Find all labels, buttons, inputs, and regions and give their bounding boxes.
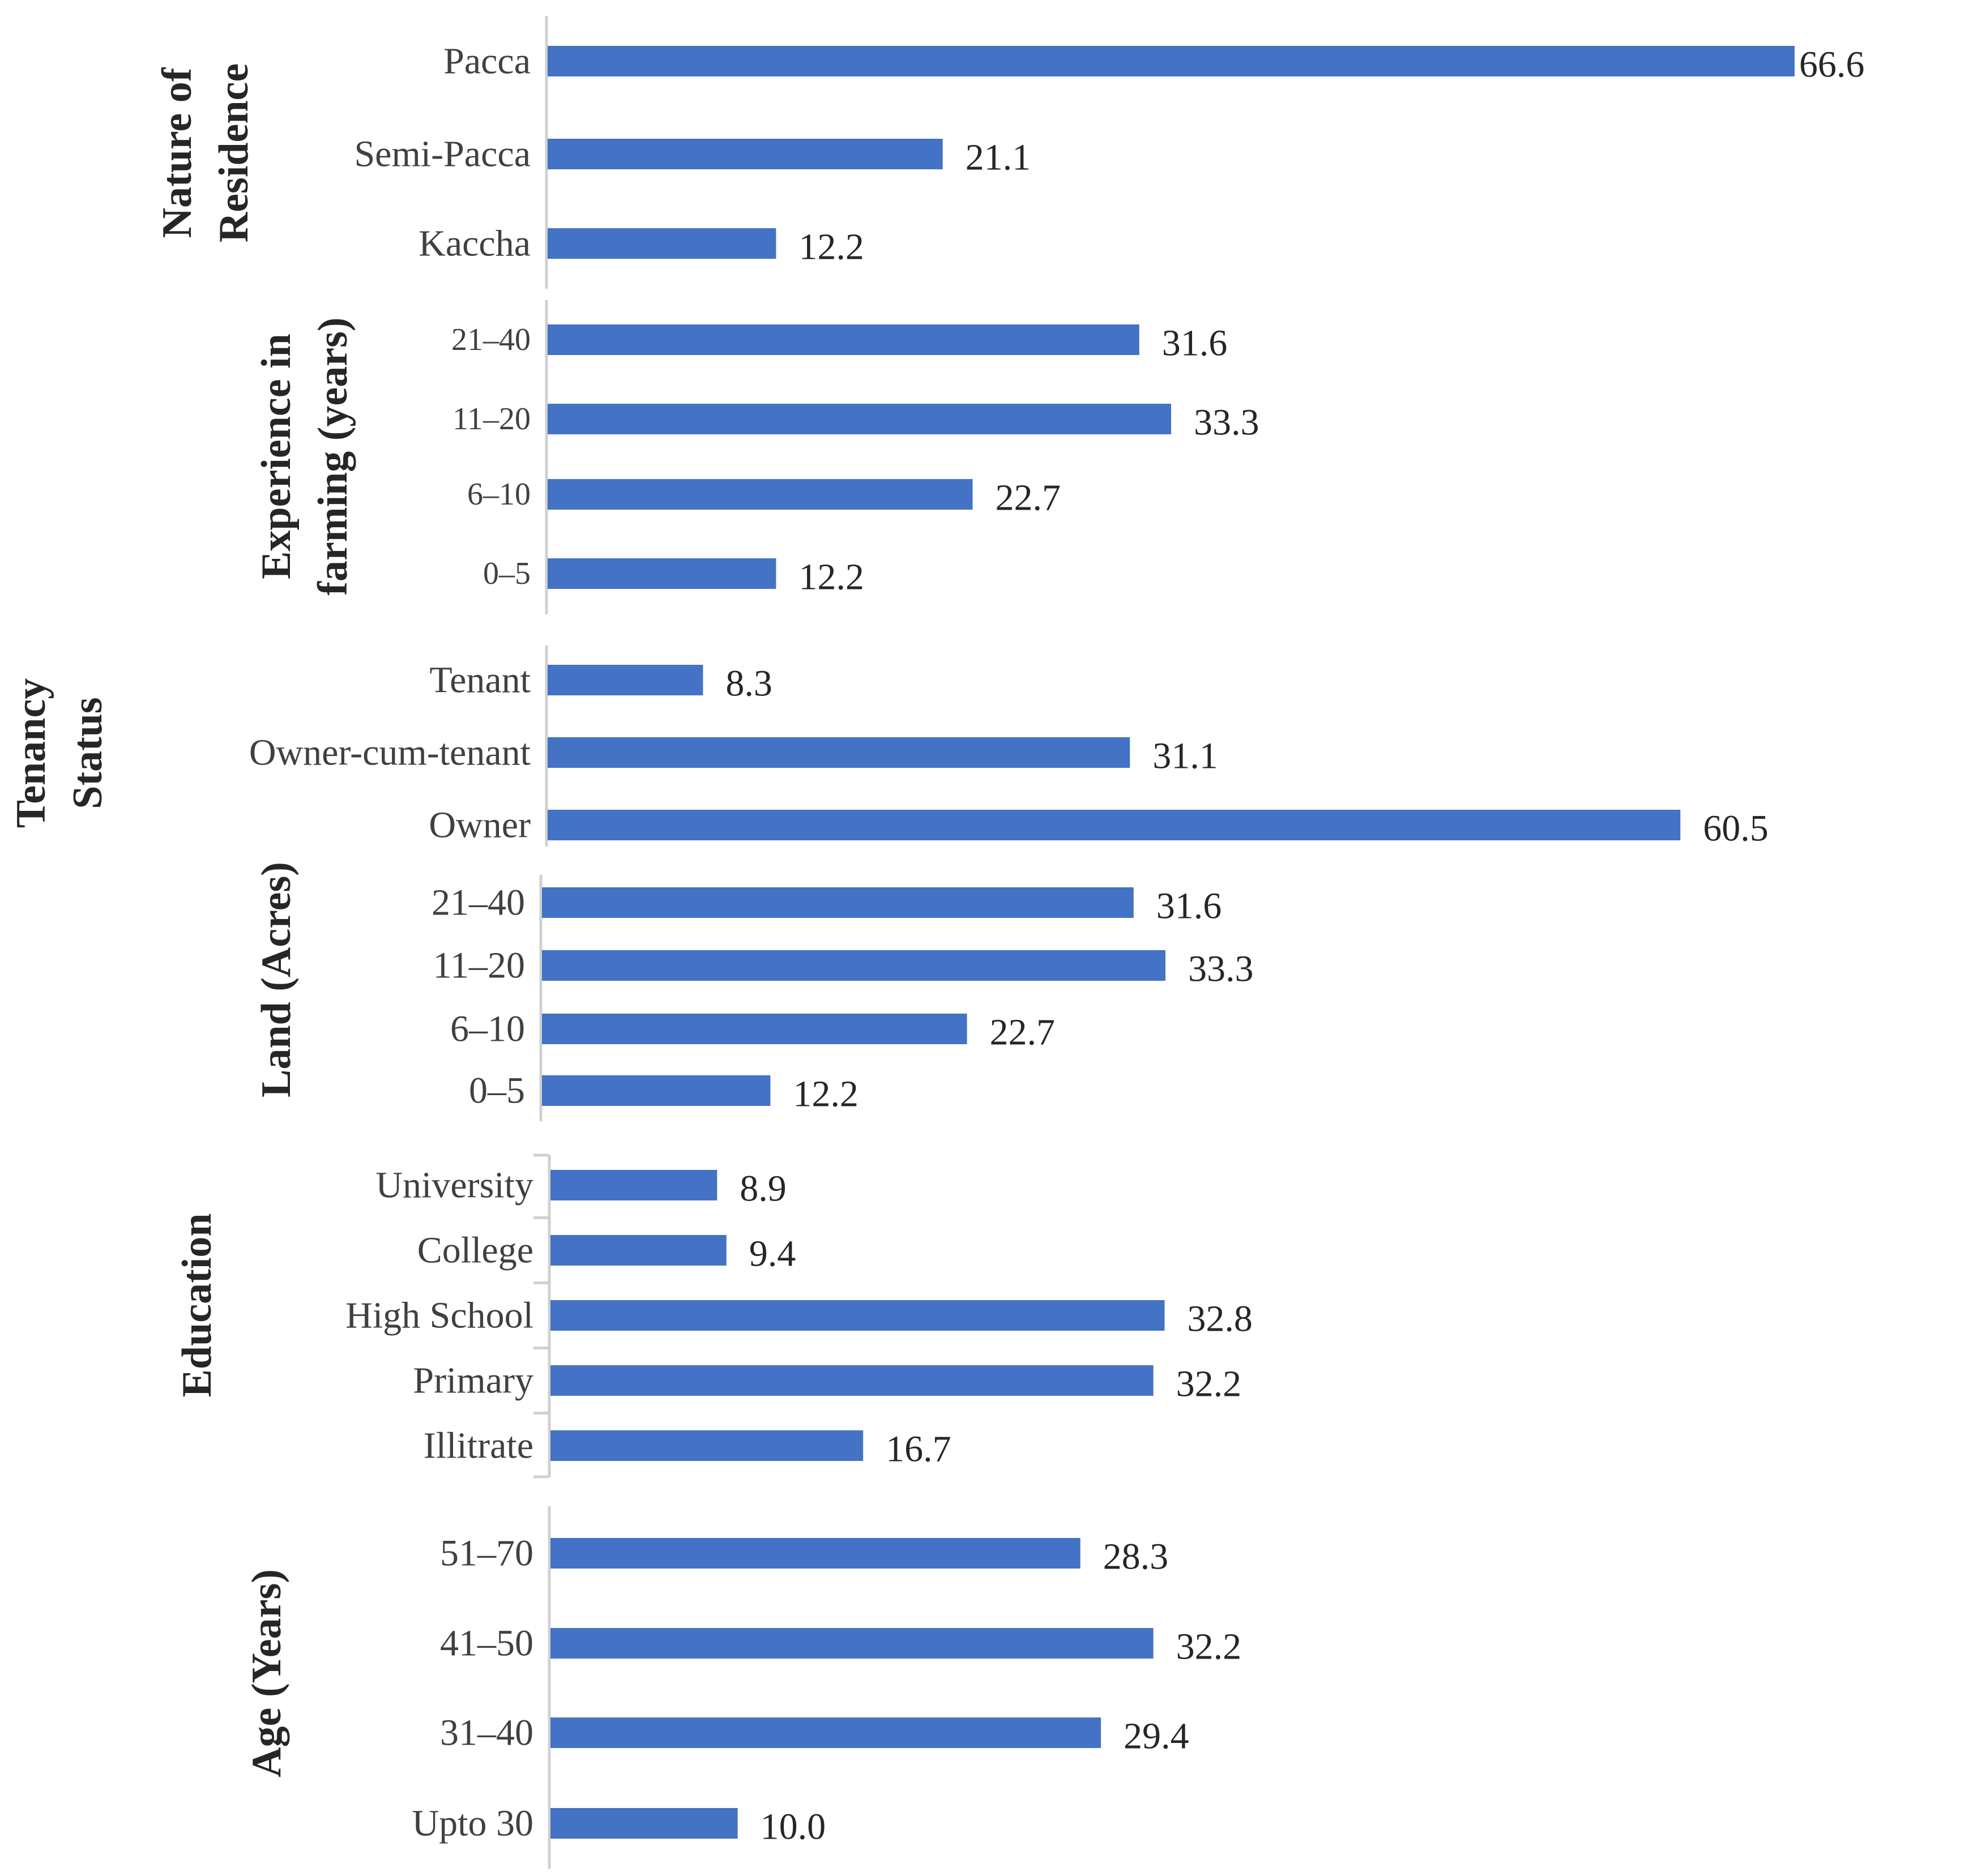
value-label-experience-in-farming-years: 12.2	[799, 557, 864, 598]
group-title-tenancy-status: Status	[65, 697, 111, 809]
bar-age-years	[550, 1808, 738, 1839]
bar-education	[550, 1170, 718, 1200]
category-label-age-years: Upto 30	[412, 1803, 534, 1844]
group-title-experience-in-farming-years: Experience in	[253, 334, 300, 579]
bar-land-acres	[542, 1014, 967, 1044]
value-label-age-years: 32.2	[1176, 1626, 1242, 1668]
group-title-experience-in-farming-years: farming (years)	[310, 317, 356, 595]
value-label-land-acres: 31.6	[1156, 886, 1222, 927]
value-label-education: 16.7	[886, 1429, 951, 1470]
bar-education	[550, 1235, 727, 1266]
bar-land-acres	[542, 1075, 771, 1106]
category-label-experience-in-farming-years: 21–40	[451, 322, 531, 357]
value-label-age-years: 28.3	[1103, 1536, 1169, 1578]
bar-age-years	[550, 1717, 1101, 1748]
group-title-land-acres: Land (Acres)	[253, 862, 300, 1097]
bar-land-acres	[542, 887, 1134, 918]
group-title-nature-of-residence: Nature of	[154, 67, 200, 238]
value-label-tenancy-status: 60.5	[1703, 808, 1769, 849]
category-label-land-acres: 21–40	[432, 882, 525, 924]
bar-experience-in-farming-years	[548, 479, 973, 510]
category-label-age-years: 31–40	[440, 1712, 533, 1754]
group-title-tenancy-status: Tenancy	[8, 678, 54, 828]
group-title-nature-of-residence: Residence	[211, 63, 257, 243]
bar-experience-in-farming-years	[548, 404, 1171, 434]
bar-experience-in-farming-years	[548, 324, 1139, 355]
category-label-education: High School	[345, 1295, 533, 1336]
bar-age-years	[550, 1538, 1081, 1569]
value-label-land-acres: 33.3	[1188, 948, 1254, 990]
category-label-age-years: 51–70	[440, 1533, 533, 1574]
value-label-age-years: 29.4	[1124, 1716, 1189, 1757]
value-label-nature-of-residence: 21.1	[966, 137, 1031, 178]
bar-education	[550, 1300, 1165, 1331]
category-label-land-acres: 11–20	[433, 945, 525, 986]
group-title-education: Education	[174, 1213, 220, 1398]
bar-tenancy-status	[548, 810, 1681, 840]
value-label-land-acres: 12.2	[793, 1074, 859, 1115]
category-label-education: University	[375, 1165, 533, 1206]
value-label-age-years: 10.0	[761, 1806, 826, 1848]
category-label-education: Illitrate	[424, 1425, 533, 1467]
bar-nature-of-residence	[548, 139, 943, 169]
category-label-experience-in-farming-years: 0–5	[483, 556, 531, 591]
value-label-education: 8.9	[740, 1168, 787, 1210]
bar-age-years	[550, 1628, 1154, 1659]
bar-education	[550, 1365, 1154, 1396]
category-label-nature-of-residence: Kaccha	[419, 223, 531, 264]
bar-tenancy-status	[548, 737, 1130, 768]
value-label-education: 32.8	[1187, 1298, 1253, 1340]
bar-nature-of-residence	[548, 46, 1795, 76]
value-label-experience-in-farming-years: 22.7	[995, 477, 1061, 519]
value-label-land-acres: 22.7	[989, 1012, 1055, 1053]
bar-experience-in-farming-years	[548, 558, 776, 589]
value-label-tenancy-status: 8.3	[725, 663, 772, 704]
value-label-experience-in-farming-years: 33.3	[1194, 402, 1259, 443]
category-label-nature-of-residence: Semi-Pacca	[354, 134, 531, 175]
category-label-experience-in-farming-years: 11–20	[452, 401, 531, 437]
category-label-education: Primary	[413, 1360, 533, 1401]
value-label-education: 32.2	[1176, 1364, 1242, 1405]
bar-education	[550, 1430, 864, 1461]
value-label-nature-of-residence: 66.6	[1799, 44, 1865, 86]
value-label-tenancy-status: 31.1	[1152, 736, 1218, 777]
category-label-tenancy-status: Tenant	[429, 660, 531, 701]
bar-tenancy-status	[548, 665, 703, 695]
category-label-experience-in-farming-years: 6–10	[467, 477, 531, 512]
value-label-education: 9.4	[749, 1233, 796, 1275]
bar-nature-of-residence	[548, 228, 776, 259]
category-label-tenancy-status: Owner-cum-tenant	[249, 732, 531, 774]
value-label-experience-in-farming-years: 31.6	[1162, 323, 1228, 364]
value-label-nature-of-residence: 12.2	[799, 227, 864, 268]
category-label-education: College	[417, 1230, 533, 1271]
bar-land-acres	[542, 950, 1165, 981]
category-label-tenancy-status: Owner	[429, 805, 531, 846]
category-label-nature-of-residence: Pacca	[443, 41, 531, 82]
category-label-land-acres: 6–10	[450, 1008, 525, 1050]
group-title-age-years: Age (Years)	[244, 1569, 290, 1777]
category-label-land-acres: 0–5	[469, 1070, 525, 1112]
category-label-age-years: 41–50	[440, 1623, 533, 1664]
